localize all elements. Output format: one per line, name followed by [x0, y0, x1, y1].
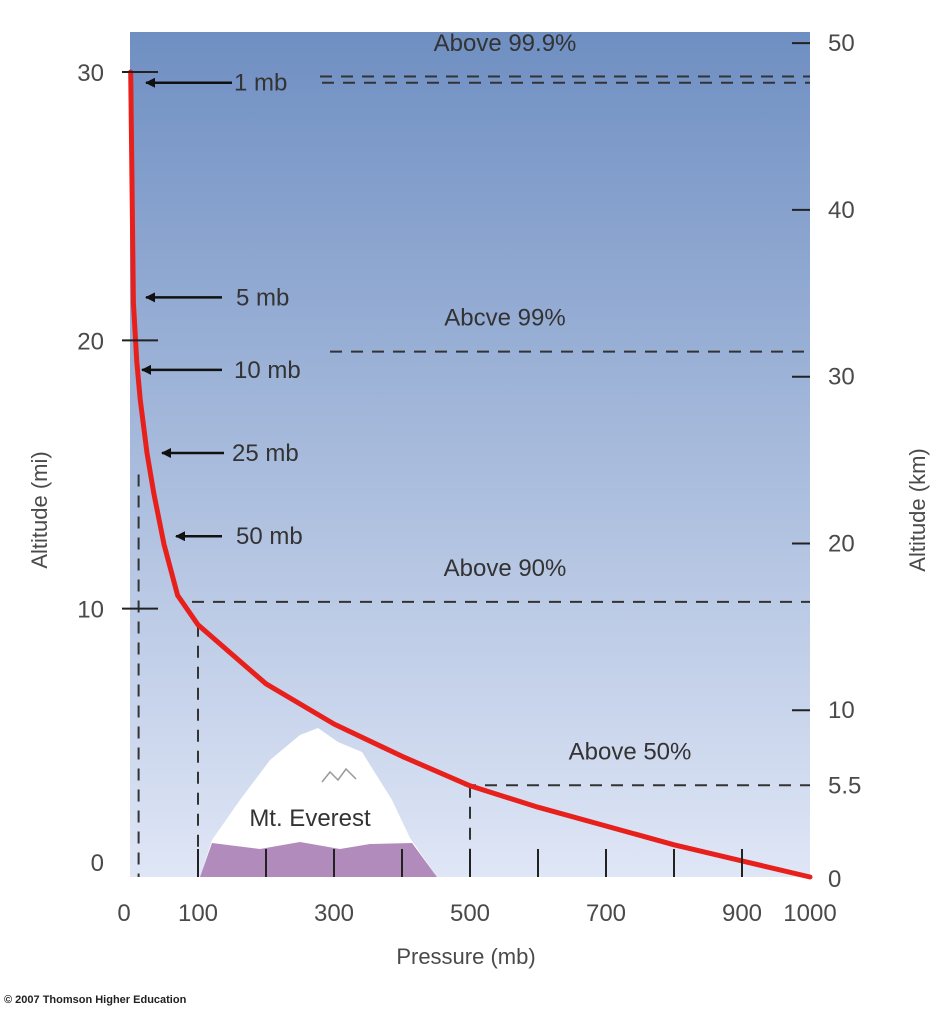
x-tick-label: 1000	[783, 900, 836, 927]
pressure-label: 25 mb	[232, 440, 299, 467]
pressure-curve	[128, 69, 813, 880]
plot-background	[130, 32, 810, 877]
mountain-snow	[200, 728, 437, 877]
percent-label: Above 99.9%	[434, 30, 577, 57]
y-tick-label-mi: 0	[91, 850, 104, 877]
percent-label: Above 50%	[569, 738, 692, 765]
x-tick-label: 0	[117, 900, 130, 927]
x-tick-label: 900	[722, 900, 762, 927]
pressure-label: 1 mb	[234, 70, 287, 97]
annotations: Above 99.9% Abcve 99% Above 90% Above 50% Mt…	[232, 30, 691, 832]
y-axis-title-right: Altitude (km)	[905, 448, 930, 571]
x-tick-label: 500	[450, 900, 490, 927]
pressure-label: 5 mb	[236, 284, 289, 311]
y-tick-label-km: 0	[828, 866, 841, 893]
y-tick-label-km: 30	[828, 364, 855, 391]
percent-label: Above 90%	[444, 555, 567, 582]
y-tick-label-mi: 30	[77, 60, 104, 87]
mountain-label: Mt. Everest	[249, 805, 371, 832]
y-tick-label-km: 10	[828, 697, 855, 724]
pressure-arrows	[141, 77, 232, 542]
x-tick-label: 100	[178, 900, 218, 927]
y-tick-label-km: 40	[828, 197, 855, 224]
x-axis-title: Pressure (mb)	[396, 944, 535, 969]
y-tick-label-mi: 10	[77, 597, 104, 624]
percent-label: Abcve 99%	[444, 305, 565, 332]
copyright-text: © 2007 Thomson Higher Education	[4, 994, 187, 1006]
reference-lines	[137, 75, 810, 877]
x-tick-label: 700	[586, 900, 626, 927]
mountain-peak-detail	[321, 767, 357, 783]
y-tick-label-km: 20	[828, 530, 855, 557]
y-tick-label-km: 5.5	[828, 772, 861, 799]
pressure-label: 50 mb	[236, 523, 303, 550]
y-axis-title-left: Altitude (mi)	[27, 451, 52, 568]
y-tick-label-km: 50	[828, 30, 855, 57]
pressure-label: 10 mb	[234, 357, 301, 384]
x-tick-label: 300	[314, 900, 354, 927]
mountain-base	[200, 842, 437, 877]
pressure-curve-line	[128, 69, 813, 880]
y-tick-label-mi: 20	[77, 328, 104, 355]
mt-everest	[200, 728, 437, 877]
